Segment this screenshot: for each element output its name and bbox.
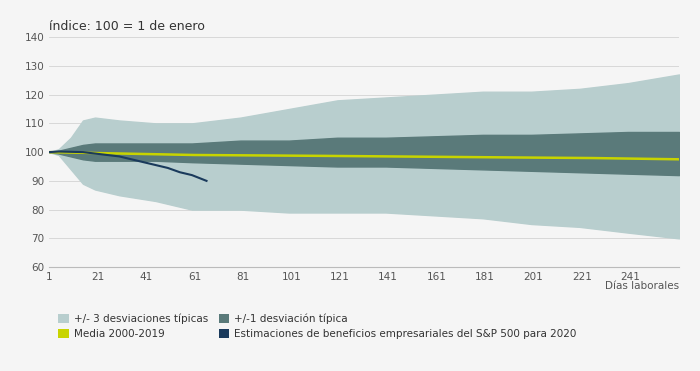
Legend: +/- 3 desviaciones típicas, Media 2000-2019, +/-1 desviación típica, Estimacione: +/- 3 desviaciones típicas, Media 2000-2… [54,309,581,343]
Text: índice: 100 = 1 de enero: índice: 100 = 1 de enero [49,20,205,33]
Text: Días laborales: Días laborales [605,281,679,291]
